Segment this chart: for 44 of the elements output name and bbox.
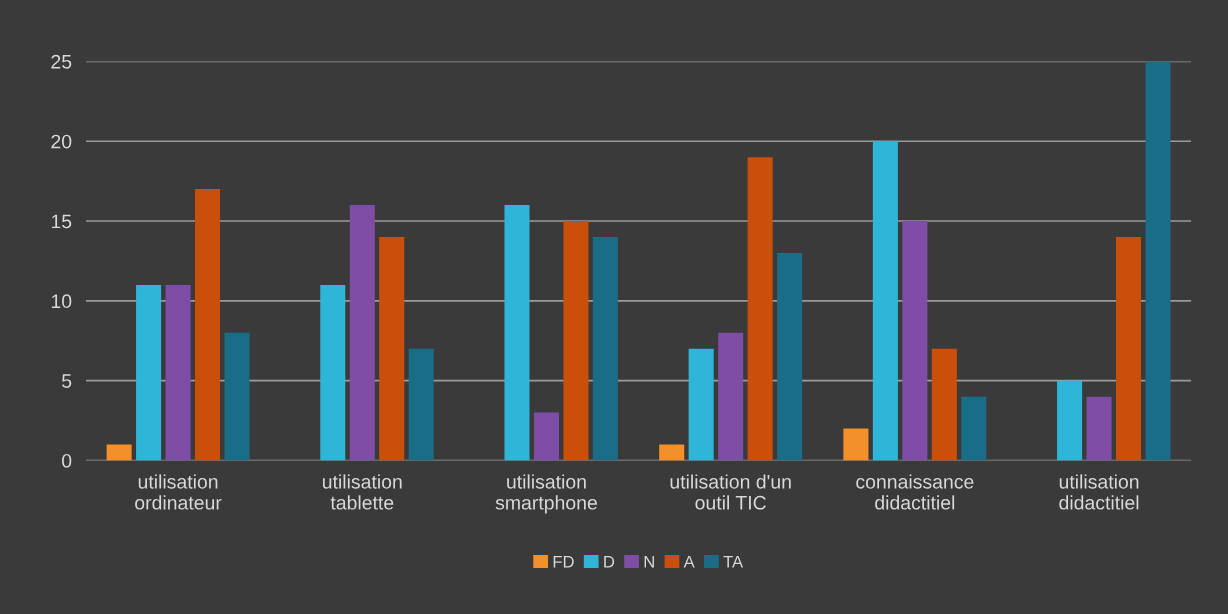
- bar: [136, 284, 162, 461]
- bar: [224, 332, 250, 461]
- bar: [688, 348, 714, 461]
- bar: [563, 221, 589, 461]
- legend-label: N: [644, 555, 654, 568]
- x-tick-label: utilisation smartphone: [495, 474, 597, 514]
- bar: [106, 444, 132, 461]
- bar: [195, 189, 221, 461]
- x-tick-label: utilisation ordinateur: [135, 474, 222, 510]
- legend-label: A: [683, 555, 695, 568]
- bar: [1057, 380, 1083, 461]
- bar: [872, 141, 898, 461]
- bar: [659, 444, 685, 461]
- x-tick-label: connaissance didactitiel: [856, 474, 974, 510]
- bar: [592, 237, 618, 461]
- bar: [961, 396, 987, 461]
- legend-label: D: [604, 555, 615, 568]
- x-tick-label: utilisation didactitiel: [1059, 474, 1139, 510]
- bar: [408, 348, 434, 461]
- legend-label: TA: [723, 555, 744, 568]
- bar: [1145, 61, 1171, 461]
- y-tick-label: 20: [51, 134, 72, 149]
- bar: [902, 221, 928, 461]
- y-tick-label: 5: [62, 374, 72, 388]
- y-tick-label: 25: [51, 54, 72, 69]
- bar: [777, 252, 803, 461]
- bar: [320, 284, 346, 461]
- bar: [843, 428, 869, 461]
- x-tick-label: utilisation d'un outil TIC: [670, 474, 791, 510]
- bar: [379, 237, 405, 461]
- bar: [165, 284, 191, 461]
- bar: [1116, 237, 1142, 461]
- legend-label: FD: [553, 555, 574, 568]
- bar: [931, 348, 957, 461]
- bar: [747, 157, 773, 461]
- bar: [349, 205, 375, 461]
- y-tick-label: 10: [51, 294, 72, 309]
- bar: [1086, 396, 1112, 461]
- y-tick-label: 15: [51, 214, 72, 229]
- bar: [504, 205, 530, 461]
- x-tick-label: utilisation tablette: [322, 474, 402, 510]
- bar: [533, 412, 559, 461]
- y-tick-label: 0: [62, 453, 72, 468]
- bar: [718, 332, 744, 461]
